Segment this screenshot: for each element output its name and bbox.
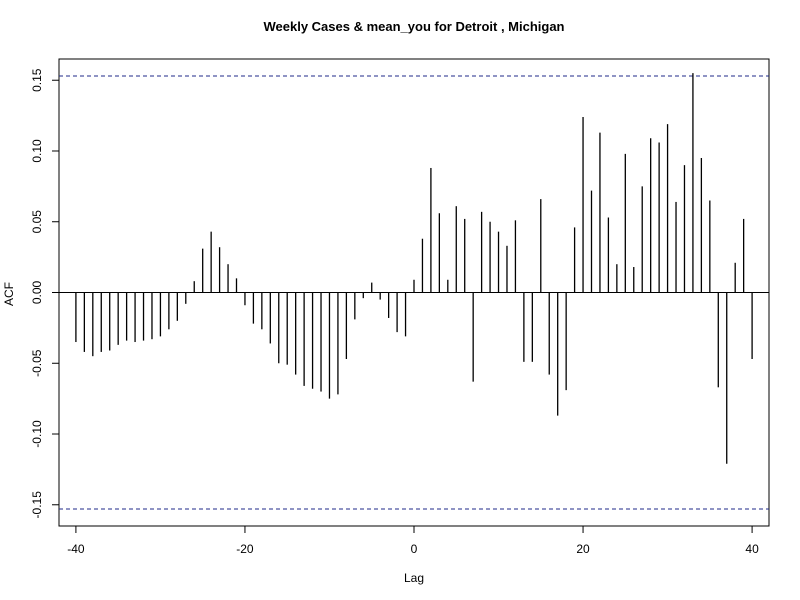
y-tick-label: 0.10 [30,139,44,163]
x-axis-label: Lag [404,571,424,585]
x-tick-label: -40 [67,542,85,556]
chart-title: Weekly Cases & mean_you for Detroit , Mi… [263,19,564,34]
x-axis: -40 -20 0 20 40 [67,525,759,556]
x-tick-label: 40 [745,542,759,556]
acf-bars [75,73,753,464]
y-tick-label: -0.15 [30,491,44,519]
y-tick-label: 0.05 [30,210,44,234]
y-axis-label: ACF [2,282,16,306]
y-tick-label: -0.05 [30,349,44,377]
y-tick-label: 0.00 [30,280,44,304]
confidence-bounds [59,75,769,510]
x-tick-label: 0 [411,542,418,556]
y-tick-label: 0.15 [30,68,44,92]
y-axis: -0.15 -0.10 -0.05 0.00 0.05 0.10 0.15 [30,68,60,519]
x-tick-label: -20 [236,542,254,556]
x-tick-label: 20 [576,542,590,556]
y-tick-label: -0.10 [30,420,44,448]
